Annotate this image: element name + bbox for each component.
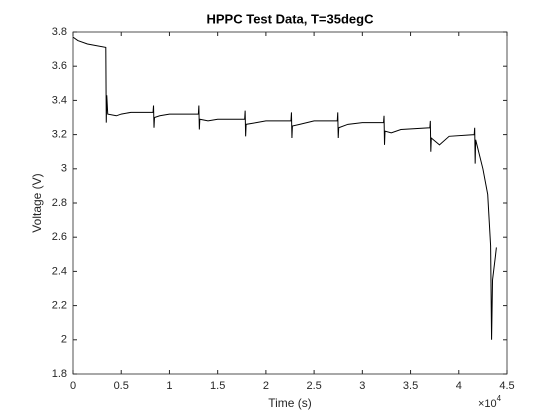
x-tick-label: 0 bbox=[70, 380, 76, 392]
x-exponent: 4 bbox=[497, 394, 502, 403]
y-tick-label: 3.6 bbox=[52, 60, 67, 72]
data-line bbox=[72, 36, 497, 340]
plot-area bbox=[72, 31, 508, 375]
x-tick-label: 4 bbox=[456, 380, 462, 392]
x-tick-label: 0.5 bbox=[114, 380, 129, 392]
x-tick-label: 3.5 bbox=[403, 380, 418, 392]
y-tick-label: 2.8 bbox=[52, 197, 67, 209]
y-tick-label: 2.4 bbox=[52, 265, 67, 277]
x-exponent-label: ×104 bbox=[478, 394, 502, 410]
y-tick-label: 2.2 bbox=[52, 300, 67, 312]
y-tick-label: 3 bbox=[61, 163, 67, 175]
y-tick-label: 3.2 bbox=[52, 129, 67, 141]
x-tick-label: 4.5 bbox=[499, 380, 514, 392]
x-tick-label: 1 bbox=[166, 380, 172, 392]
x-multiplier: ×10 bbox=[478, 398, 497, 410]
y-tick-label: 3.8 bbox=[52, 26, 67, 38]
x-tick-label: 1.5 bbox=[210, 380, 225, 392]
y-tick-label: 2 bbox=[61, 334, 67, 346]
y-tick-label: 2.6 bbox=[52, 231, 67, 243]
y-tick-label: 1.8 bbox=[52, 368, 67, 380]
x-tick-label: 2 bbox=[263, 380, 269, 392]
y-axis-label: Voltage (V) bbox=[30, 173, 44, 232]
chart-title: HPPC Test Data, T=35degC bbox=[206, 11, 374, 26]
x-axis-label: Time (s) bbox=[268, 396, 312, 410]
y-tick-label: 3.4 bbox=[52, 94, 67, 106]
x-tick-label: 3 bbox=[359, 380, 365, 392]
x-tick-label: 2.5 bbox=[306, 380, 321, 392]
